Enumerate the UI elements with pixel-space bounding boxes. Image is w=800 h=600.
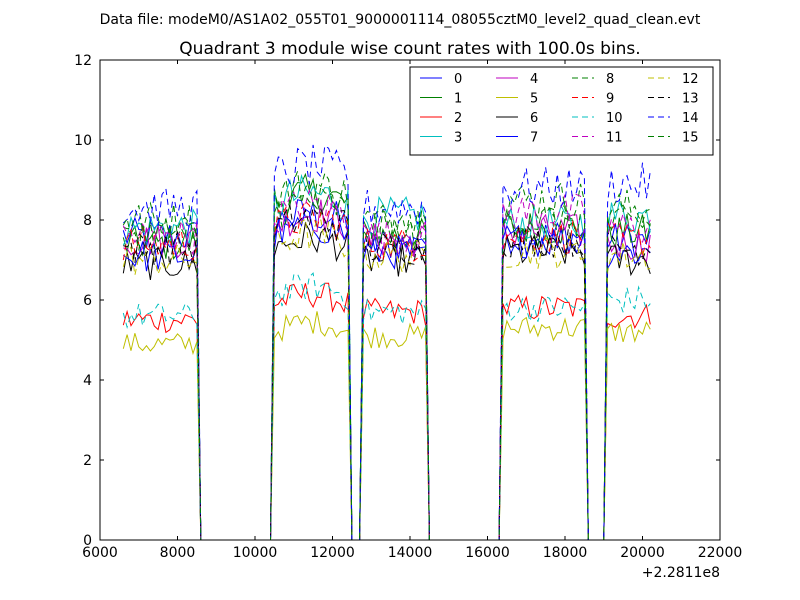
legend-label-3: 3 xyxy=(454,131,462,146)
x-tick-label: 10000 xyxy=(233,545,278,561)
legend-label-10: 10 xyxy=(606,111,623,126)
x-tick-label: 12000 xyxy=(310,545,355,561)
series-line-12 xyxy=(122,218,651,541)
legend-label-7: 7 xyxy=(530,131,538,146)
x-offset-label: +2.2811e8 xyxy=(642,565,720,581)
y-tick-label: 10 xyxy=(74,133,92,149)
y-tick-label: 2 xyxy=(83,453,92,469)
x-tick-label: 6000 xyxy=(82,545,118,561)
legend-label-12: 12 xyxy=(682,72,699,87)
legend-label-13: 13 xyxy=(682,92,699,107)
series-line-10 xyxy=(122,272,651,541)
legend-label-15: 15 xyxy=(682,131,699,146)
series-lines xyxy=(122,144,651,541)
legend-label-0: 0 xyxy=(454,72,462,87)
y-tick-label: 0 xyxy=(83,533,92,549)
y-tick-label: 12 xyxy=(74,53,92,69)
series-line-13 xyxy=(123,203,651,541)
x-tick-label: 18000 xyxy=(543,545,588,561)
x-tick-label: 22000 xyxy=(698,545,743,561)
x-tick-label: 8000 xyxy=(160,545,196,561)
y-tick-label: 4 xyxy=(83,373,92,389)
legend-box xyxy=(409,66,714,156)
y-tick-label: 6 xyxy=(83,293,92,309)
series-line-2 xyxy=(122,282,651,541)
series-line-5 xyxy=(122,311,651,541)
legend-label-14: 14 xyxy=(682,111,699,126)
x-tick-label: 16000 xyxy=(465,545,510,561)
series-line-1 xyxy=(122,172,651,541)
series-line-6 xyxy=(122,221,651,541)
series-line-7 xyxy=(122,208,651,541)
legend-label-4: 4 xyxy=(530,72,538,87)
series-line-4 xyxy=(123,199,651,541)
legend-label-1: 1 xyxy=(454,92,462,107)
series-line-11 xyxy=(122,188,651,541)
legend-label-5: 5 xyxy=(530,92,538,107)
y-tick-label: 8 xyxy=(83,213,92,229)
legend-label-6: 6 xyxy=(530,111,538,126)
x-tick-label: 14000 xyxy=(388,545,433,561)
series-line-8 xyxy=(123,171,651,541)
supertitle: Data file: modeM0/AS1A02_055T01_90000011… xyxy=(100,12,701,28)
x-tick-label: 20000 xyxy=(620,545,665,561)
legend-label-9: 9 xyxy=(606,92,614,107)
series-line-14 xyxy=(122,144,651,541)
chart-title: Quadrant 3 module wise count rates with … xyxy=(179,39,640,59)
legend-label-8: 8 xyxy=(606,72,614,87)
legend-label-11: 11 xyxy=(606,131,623,146)
plot-frame xyxy=(99,59,721,541)
axis-ticks: 6000 8000 10000 12000 14000 16000 18000 20000 22… xyxy=(74,53,742,561)
series-line-0 xyxy=(122,199,651,541)
legend-label-2: 2 xyxy=(454,111,462,126)
